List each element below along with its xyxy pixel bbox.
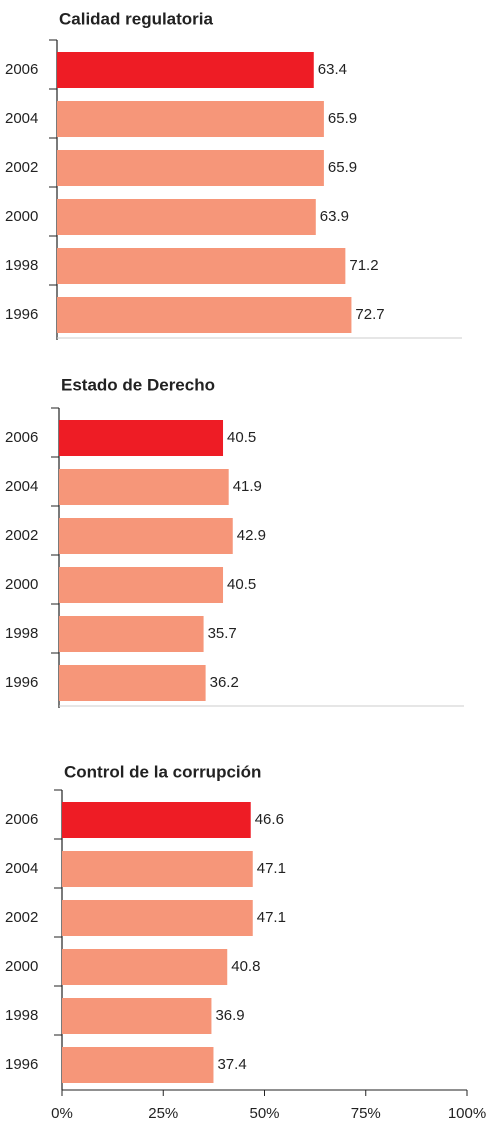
category-label: 1998 <box>5 625 38 642</box>
category-label: 1998 <box>5 257 38 274</box>
bar <box>57 150 324 186</box>
category-label: 2004 <box>5 110 38 127</box>
x-tick-label: 50% <box>249 1105 279 1122</box>
bar <box>59 420 224 456</box>
value-label: 36.9 <box>215 1007 244 1024</box>
category-label: 2002 <box>5 909 38 926</box>
x-tick-label: 0% <box>51 1105 73 1122</box>
x-tick-label: 100% <box>448 1105 486 1122</box>
value-label: 41.9 <box>233 478 262 495</box>
chart-title: Estado de Derecho <box>61 375 215 394</box>
bar <box>57 52 314 88</box>
category-label: 2002 <box>5 527 38 544</box>
category-label: 2000 <box>5 208 38 225</box>
value-label: 37.4 <box>217 1056 246 1073</box>
value-label: 40.5 <box>227 429 256 446</box>
bar <box>59 665 206 701</box>
value-label: 35.7 <box>208 625 237 642</box>
bar <box>57 101 324 137</box>
bar <box>57 248 346 284</box>
bar <box>62 998 212 1034</box>
category-label: 1996 <box>5 1056 38 1073</box>
category-label: 2006 <box>5 429 38 446</box>
bar <box>62 1047 214 1083</box>
value-label: 40.8 <box>231 958 260 975</box>
category-label: 2000 <box>5 958 38 975</box>
category-label: 2000 <box>5 576 38 593</box>
value-label: 63.9 <box>320 208 349 225</box>
chart-title: Calidad regulatoria <box>59 9 214 28</box>
category-label: 2006 <box>5 61 38 78</box>
bar <box>62 949 228 985</box>
value-label: 36.2 <box>210 674 239 691</box>
value-label: 65.9 <box>328 110 357 127</box>
category-label: 1996 <box>5 674 38 691</box>
value-label: 65.9 <box>328 159 357 176</box>
category-label: 2004 <box>5 478 38 495</box>
bar <box>62 900 253 936</box>
category-label: 2006 <box>5 811 38 828</box>
value-label: 40.5 <box>227 576 256 593</box>
value-label: 72.7 <box>355 306 384 323</box>
bar <box>57 297 352 333</box>
bar <box>59 518 233 554</box>
bar <box>59 567 224 603</box>
value-label: 47.1 <box>257 860 286 877</box>
category-label: 2002 <box>5 159 38 176</box>
value-label: 63.4 <box>318 61 347 78</box>
x-tick-label: 75% <box>351 1105 381 1122</box>
bar <box>59 616 204 652</box>
value-label: 42.9 <box>237 527 266 544</box>
category-label: 1996 <box>5 306 38 323</box>
x-tick-label: 25% <box>148 1105 178 1122</box>
bar <box>62 802 251 838</box>
category-label: 2004 <box>5 860 38 877</box>
bar <box>57 199 316 235</box>
category-label: 1998 <box>5 1007 38 1024</box>
bar <box>62 851 253 887</box>
value-label: 46.6 <box>255 811 284 828</box>
value-label: 71.2 <box>349 257 378 274</box>
value-label: 47.1 <box>257 909 286 926</box>
bar <box>59 469 229 505</box>
chart-title: Control de la corrupción <box>64 762 261 781</box>
